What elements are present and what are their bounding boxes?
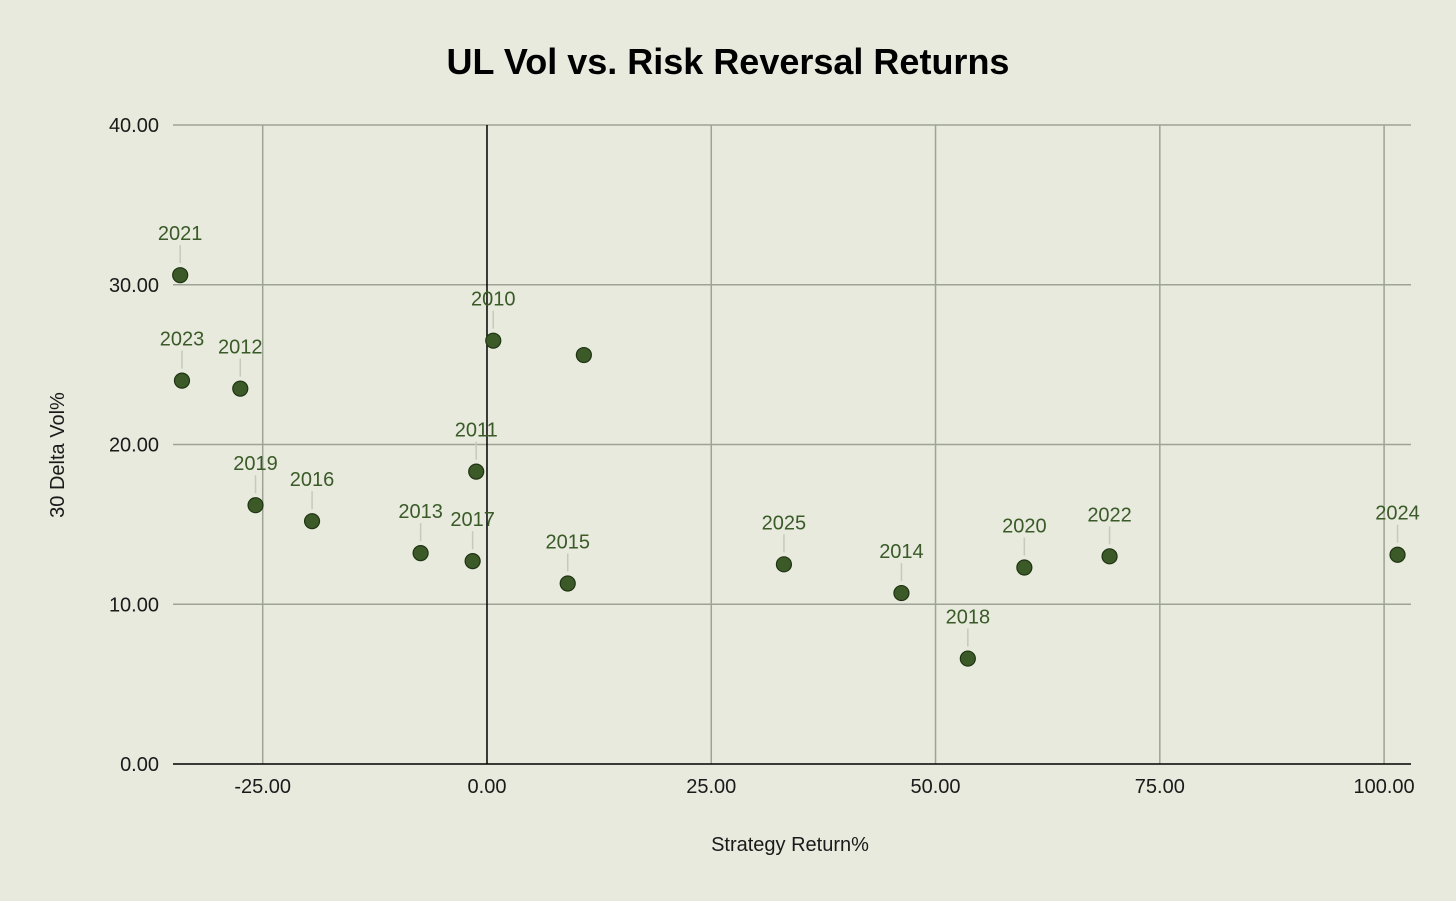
y-axis-title: 30 Delta Vol% — [47, 392, 69, 518]
x-tick-label: 0.00 — [468, 776, 507, 798]
chart-title: UL Vol vs. Risk Reversal Returns — [447, 41, 1010, 82]
data-point — [173, 372, 191, 389]
point-label: 2012 — [218, 337, 263, 359]
point-label: 2025 — [762, 512, 807, 534]
data-point — [232, 380, 249, 397]
point-label: 2018 — [946, 607, 991, 629]
data-point — [468, 463, 485, 480]
point-label: 2019 — [233, 453, 278, 475]
x-tick-label: 25.00 — [686, 776, 736, 798]
point-label: 2022 — [1087, 504, 1132, 526]
point-layer — [172, 267, 1406, 667]
data-point — [464, 553, 481, 570]
data-point — [559, 575, 576, 592]
data-point — [1016, 559, 1033, 576]
data-point — [247, 497, 264, 514]
x-tick-label: -25.00 — [234, 776, 291, 798]
point-label: 2016 — [290, 469, 335, 491]
point-label: 2024 — [1375, 503, 1420, 525]
point-label: 2017 — [450, 509, 495, 531]
grid-layer — [173, 124, 1411, 764]
data-point — [485, 332, 502, 349]
data-point — [412, 545, 429, 562]
data-point — [1389, 546, 1406, 563]
y-tick-label: 30.00 — [109, 275, 159, 297]
data-point — [1101, 548, 1118, 565]
data-point — [959, 650, 976, 667]
x-axis-title: Strategy Return% — [711, 834, 869, 856]
x-tick-label: 100.00 — [1354, 776, 1415, 798]
data-point — [303, 513, 321, 530]
x-tick-label: 75.00 — [1135, 776, 1185, 798]
point-label: 2014 — [879, 541, 924, 563]
point-label: 2011 — [455, 420, 498, 442]
point-label-layer: 2021 2023 2012 2019 2016 2013 2017 2011 2010 2015… — [158, 223, 1420, 647]
data-point — [775, 556, 793, 573]
point-label: 2015 — [545, 531, 590, 553]
point-label: 2013 — [398, 501, 443, 523]
y-tick-label: 20.00 — [109, 435, 159, 457]
data-point — [893, 584, 910, 602]
axis-layer: 0.00 10.00 20.00 30.00 40.00 -25.00 0.00 25.00 5… — [109, 115, 1415, 798]
point-label: 2023 — [160, 329, 205, 351]
y-tick-label: 40.00 — [109, 115, 159, 137]
data-point — [172, 267, 189, 284]
y-tick-label: 0.00 — [120, 754, 159, 776]
data-point — [575, 346, 592, 364]
point-label: 2020 — [1002, 516, 1047, 538]
point-label: 2021 — [158, 223, 203, 245]
point-label: 2010 — [471, 289, 516, 311]
x-tick-label: 50.00 — [911, 776, 961, 798]
y-tick-label: 10.00 — [109, 594, 159, 616]
